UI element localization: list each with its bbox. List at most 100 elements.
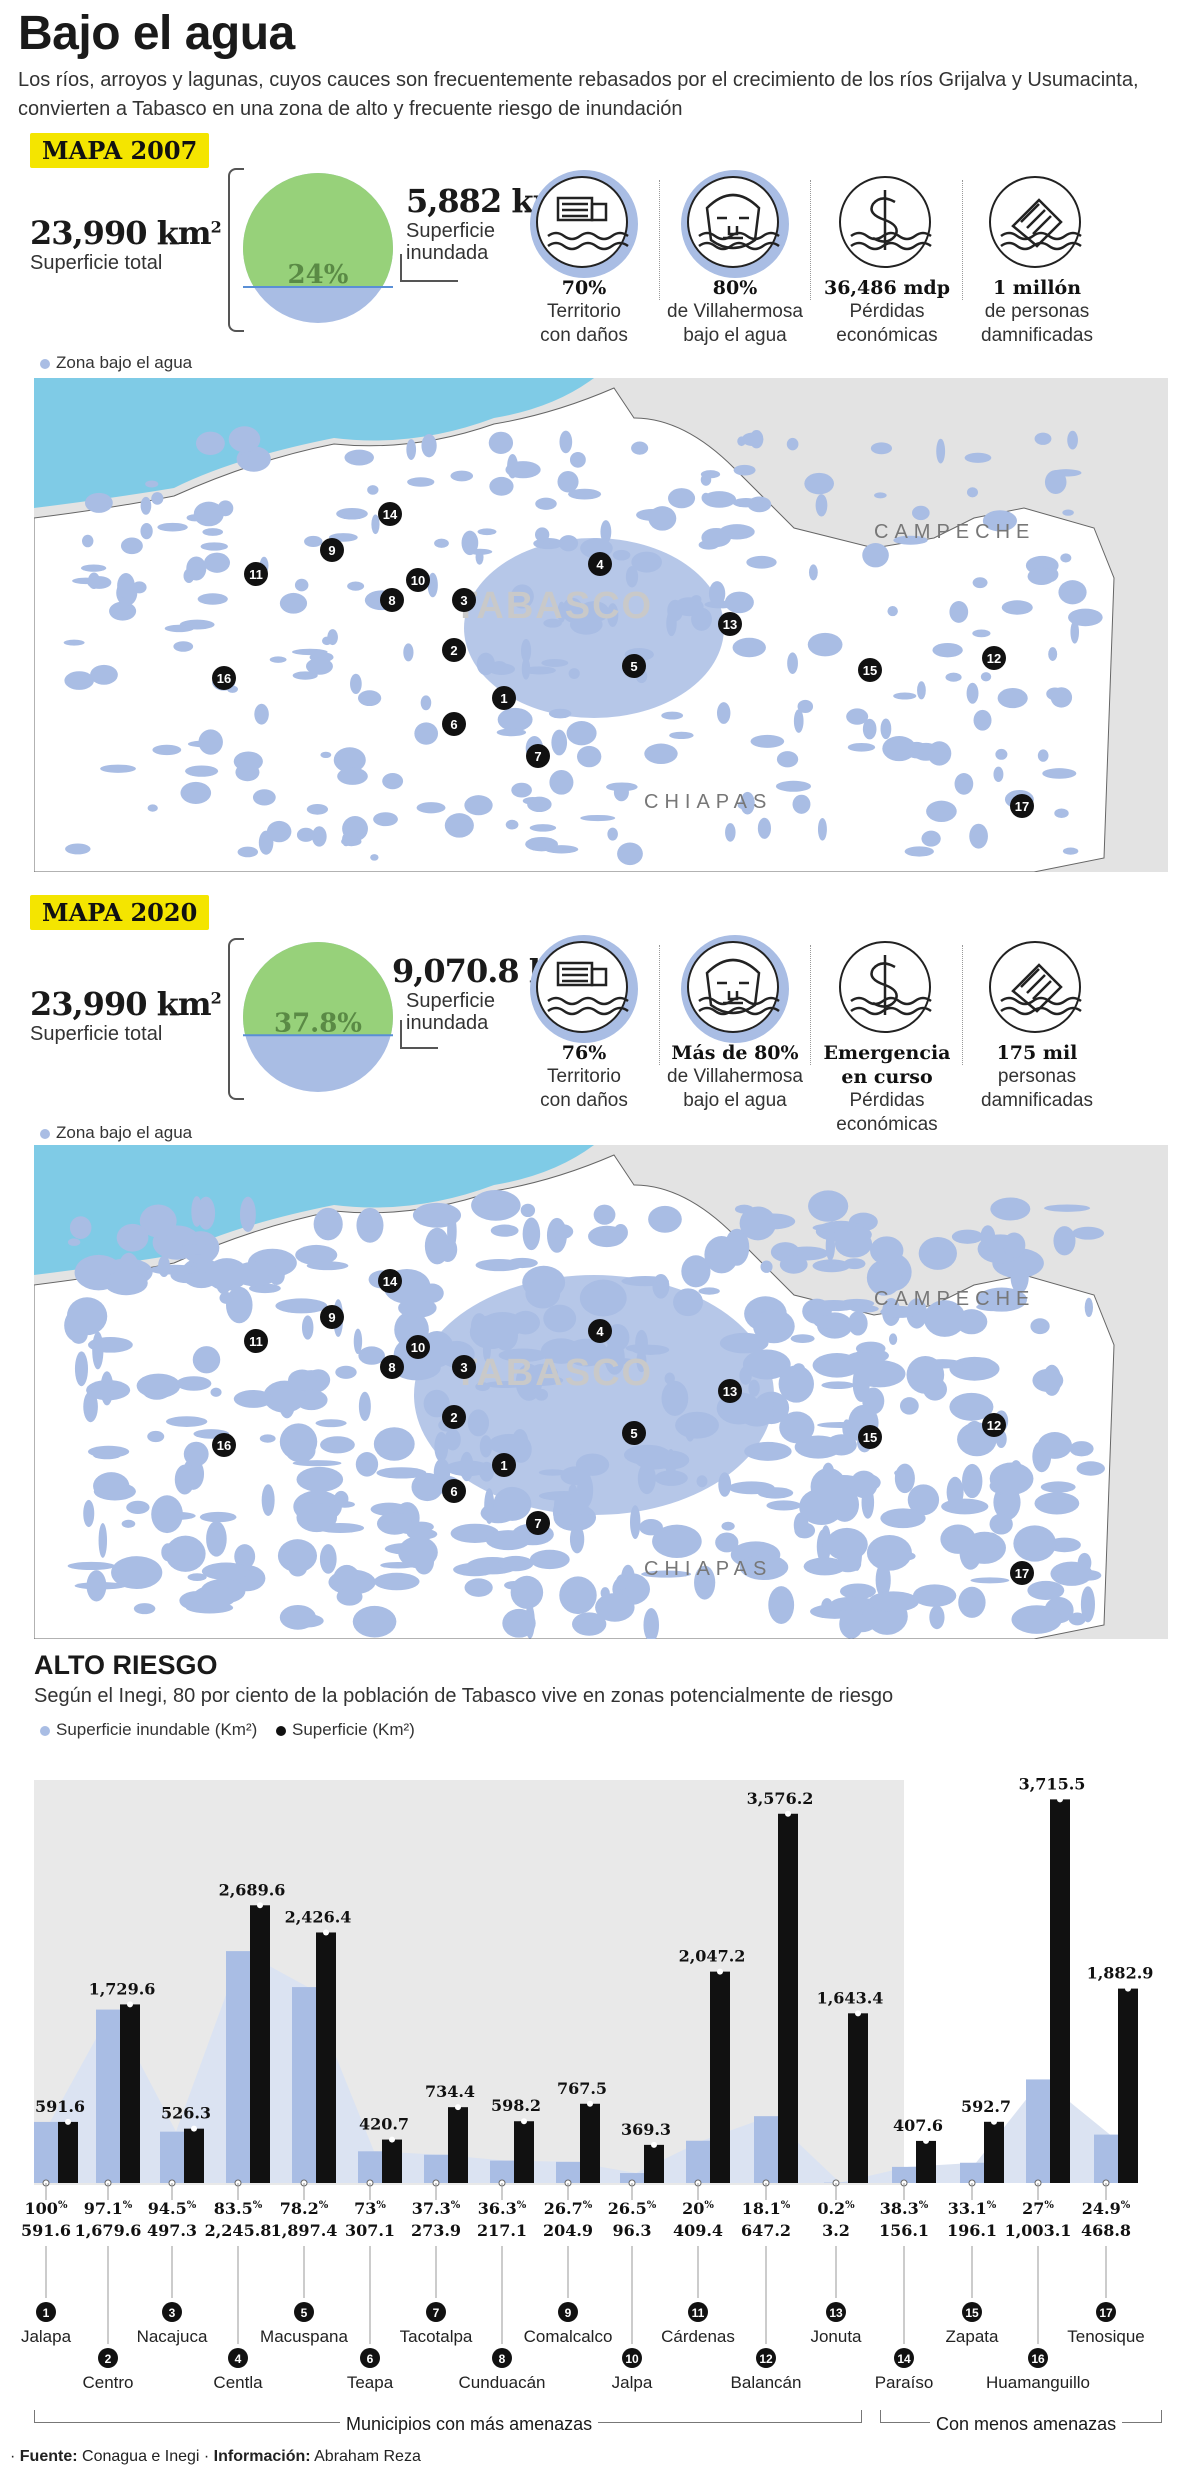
flood-patch [866, 1259, 903, 1296]
label-campeche: CAMPECHE [874, 1288, 1035, 1310]
label-tabasco: TABASCO [454, 585, 653, 627]
flood-patch [989, 1513, 1013, 1535]
percent-value: 73 [354, 2199, 376, 2218]
pie-2020: 37.8% [243, 942, 393, 1092]
bar-total-label: 2,426.4 [285, 1907, 352, 1926]
flood-patch [1068, 1612, 1086, 1626]
municipality-marker-label: 1 [500, 1458, 507, 1473]
flood-patch [269, 656, 287, 663]
flood-patch [923, 1300, 966, 1337]
category-marker [360, 2348, 380, 2368]
flood-patch [868, 1591, 919, 1612]
bar-flooded [892, 2166, 916, 2183]
municipality-marker-label: 4 [596, 557, 604, 572]
bar-percent-label: 38.3% [880, 2199, 929, 2218]
flood-patch [100, 764, 136, 773]
flood-patch [839, 1583, 876, 1600]
municipality-marker-label: 4 [596, 1324, 604, 1339]
flood-patch [681, 1255, 711, 1288]
flood-patch [600, 1587, 610, 1599]
stat-divider [962, 945, 963, 1065]
flood-patch [1034, 432, 1052, 445]
municipality-marker [442, 1479, 466, 1503]
category-number: 4 [235, 2352, 242, 2366]
flood-patch [951, 1229, 984, 1244]
flood-patch [233, 751, 263, 772]
municipality-marker [380, 1355, 404, 1379]
flood-patch [630, 1505, 641, 1540]
flood-patch [702, 491, 737, 508]
flood-patch [917, 681, 926, 700]
municipality-marker [982, 1413, 1006, 1437]
municipality-marker [378, 1269, 402, 1293]
flood-patch [862, 718, 877, 740]
risk-title: ALTO RIESGO [34, 1650, 218, 1680]
flood-patch [839, 1609, 864, 1639]
category-number: 8 [499, 2352, 506, 2366]
municipality-marker [212, 1433, 236, 1457]
bar-flooded [1026, 2079, 1050, 2183]
flood-patch [352, 1605, 397, 1638]
flood-patch [373, 1427, 415, 1461]
category-number: 12 [759, 2352, 773, 2366]
flood-patch [301, 1315, 314, 1340]
category-marker [492, 2348, 512, 2368]
flood-patch [450, 470, 474, 482]
flood-patch [946, 1476, 964, 1508]
bar-flooded-label: 156.1 [879, 2221, 929, 2240]
stat-line2: con daños [540, 325, 628, 346]
flood-patch [1013, 1525, 1057, 1562]
flood-patch [192, 1585, 237, 1609]
flood-patch [145, 480, 159, 488]
bar-flooded-label: 217.1 [477, 2221, 527, 2240]
bar-flooded [960, 2162, 984, 2183]
stat-line1: Pérdidas [849, 1090, 925, 1111]
flood-patch [750, 734, 785, 748]
municipality-marker [442, 1405, 466, 1429]
flood-patch [152, 744, 182, 756]
stat-block: 1 millón de personas damnificadas [962, 276, 1112, 348]
flood-patch [1002, 1232, 1026, 1258]
flood-patch [199, 1511, 237, 1523]
flood-patch [648, 506, 677, 531]
pie-dry-portion [243, 942, 393, 1036]
category-number: 1 [43, 2306, 50, 2320]
flood-patch [861, 1486, 875, 1519]
flood-patch [966, 682, 979, 704]
connector-line-2020 [400, 1047, 438, 1049]
footer-source: Conagua e Inegi [82, 2448, 200, 2465]
flood-patch [510, 1575, 544, 1609]
flood-patch [520, 1203, 536, 1218]
percent-value: 33.1 [948, 2199, 987, 2218]
flood-patch [716, 702, 731, 724]
flood-patch [866, 1534, 912, 1571]
flood-patch [813, 1314, 843, 1329]
flood-patch [195, 431, 225, 456]
bar-flooded [490, 2160, 514, 2183]
flood-patch [296, 827, 315, 842]
flood-patch [206, 1521, 227, 1557]
municipality-marker [492, 686, 516, 710]
flood-patch [850, 1305, 879, 1313]
flood-patch [306, 803, 329, 815]
stat-line2: bajo el agua [683, 1090, 787, 1111]
flood-patch [292, 671, 318, 680]
flood-patch [522, 796, 544, 805]
flood-patch [775, 780, 812, 792]
flood-patch [174, 1464, 195, 1495]
bar-flooded-label: 591.6 [21, 2221, 71, 2240]
flood-patch [197, 593, 228, 605]
flood-patch [277, 1539, 318, 1573]
flood-patch [704, 1236, 739, 1274]
bar-total-label: 598.2 [491, 2096, 541, 2115]
municipality-marker [406, 568, 430, 592]
flood-patch [529, 824, 557, 832]
flood-patch [149, 1264, 200, 1275]
bar-total [58, 2121, 78, 2183]
bar-flooded-label: 409.4 [673, 2221, 723, 2240]
flood-patch [887, 605, 898, 617]
stat-icon-ring [983, 935, 1091, 1043]
flood-patch [557, 470, 579, 493]
bar-total-dot [651, 2141, 657, 2148]
stat-line1: de personas [984, 301, 1090, 322]
